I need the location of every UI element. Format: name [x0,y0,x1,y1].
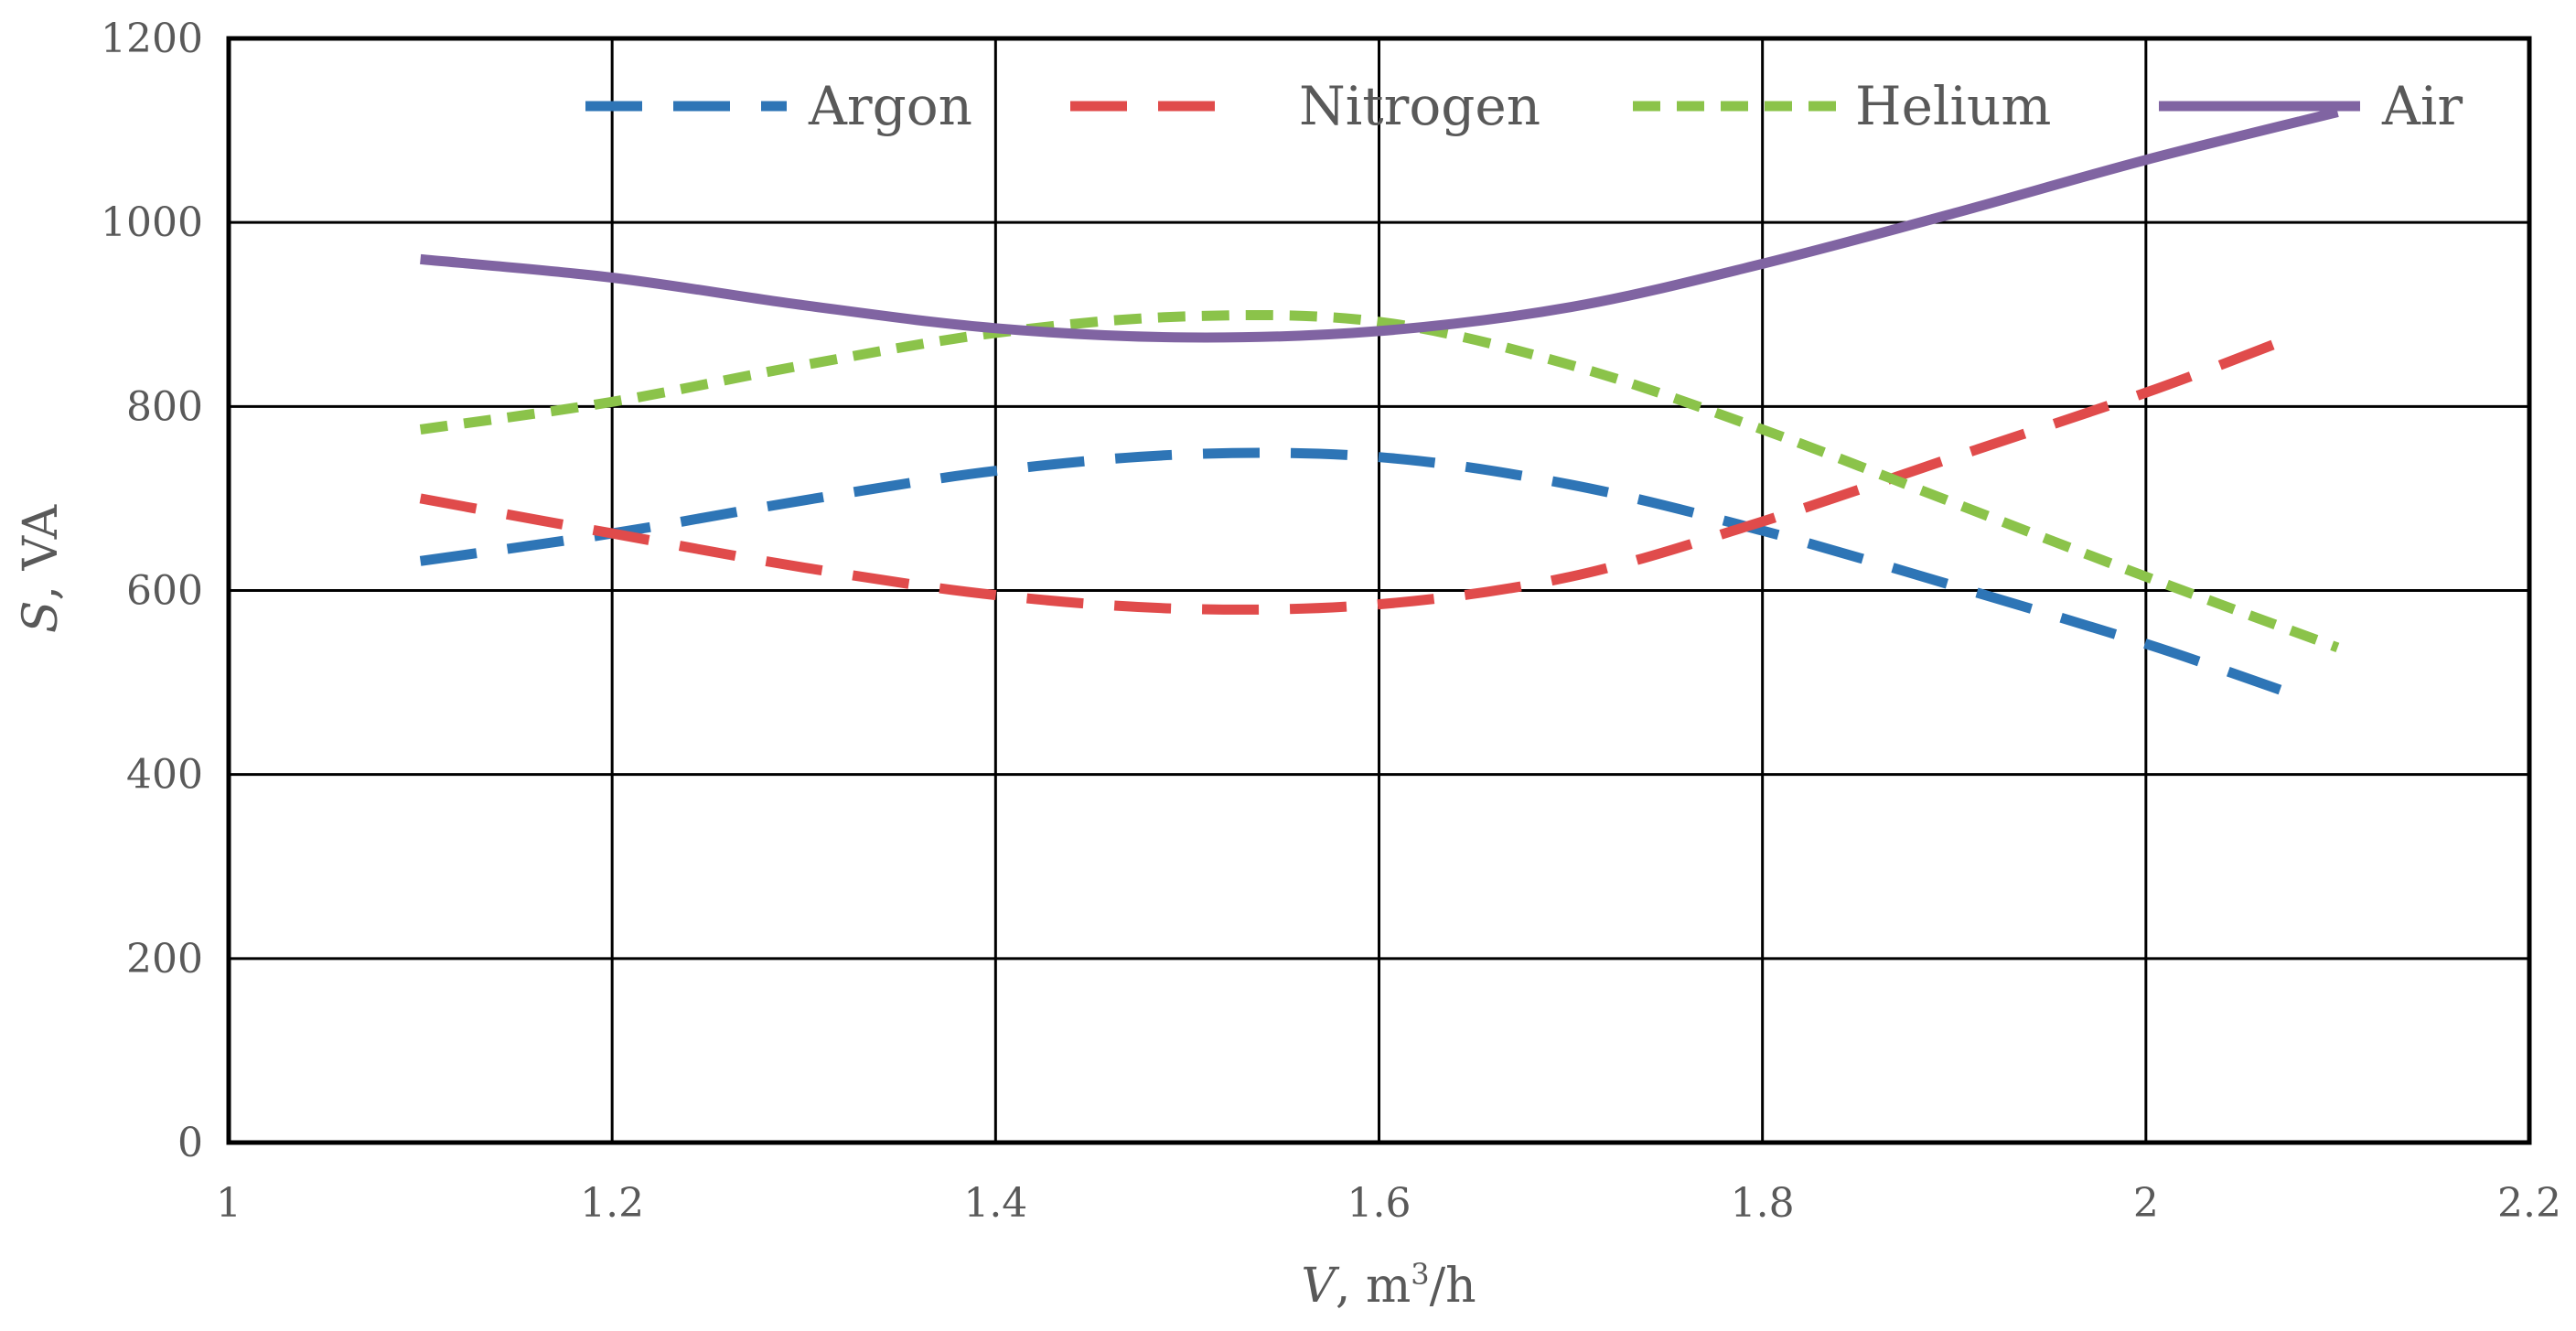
y-tick-label: 400 [126,752,203,799]
x-axis-unit-tail: /h [1430,1259,1476,1314]
x-tick-label: 2.2 [2497,1180,2561,1227]
y-tick-label: 800 [126,383,203,430]
y-tick-label: 1200 [101,16,203,62]
series-line-nitrogen [419,337,2282,615]
plot-area-frame [226,36,2532,1145]
y-axis-ticks: 0 200 400 600 800 1000 1200 [101,16,203,1166]
x-axis-title: V, m3/h [1301,1257,1476,1314]
x-tick-label: 1.8 [1731,1180,1795,1227]
x-tick-label: 1.6 [1347,1180,1411,1227]
legend-label: Argon [808,75,972,137]
legend: Argon Nitrogen Helium Air [585,75,2463,137]
y-axis-title: S, VA [14,503,69,633]
x-tick-label: 1 [216,1180,242,1227]
legend-item-nitrogen: Nitrogen [1070,75,1540,137]
x-tick-label: 2 [2133,1180,2159,1227]
legend-item-air: Air [2159,75,2463,137]
legend-label: Air [2381,75,2463,137]
x-axis-variable: V [1301,1259,1339,1314]
y-axis-variable: S [14,601,69,634]
series-line-argon [419,447,2282,695]
y-tick-label: 0 [177,1120,203,1166]
x-axis-unit-superscript: 3 [1411,1257,1429,1292]
y-axis-unit: , VA [14,503,69,600]
x-tick-label: 1.4 [963,1180,1027,1227]
series-line-air [420,107,2339,343]
grid [229,38,2529,1143]
y-tick-label: 200 [126,936,203,982]
x-axis-ticks: 1 1.2 1.4 1.6 1.8 2 2.2 [216,1180,2561,1227]
series-lines [419,107,2340,695]
y-tick-label: 600 [126,568,203,615]
legend-label: Nitrogen [1299,75,1540,137]
legend-label: Helium [1855,75,2051,137]
y-tick-label: 1000 [101,199,203,246]
x-tick-label: 1.2 [580,1180,644,1227]
legend-item-argon: Argon [585,75,972,137]
x-axis-unit: , m [1336,1259,1411,1314]
series-line-helium [419,309,2340,653]
legend-item-helium: Helium [1633,75,2051,137]
